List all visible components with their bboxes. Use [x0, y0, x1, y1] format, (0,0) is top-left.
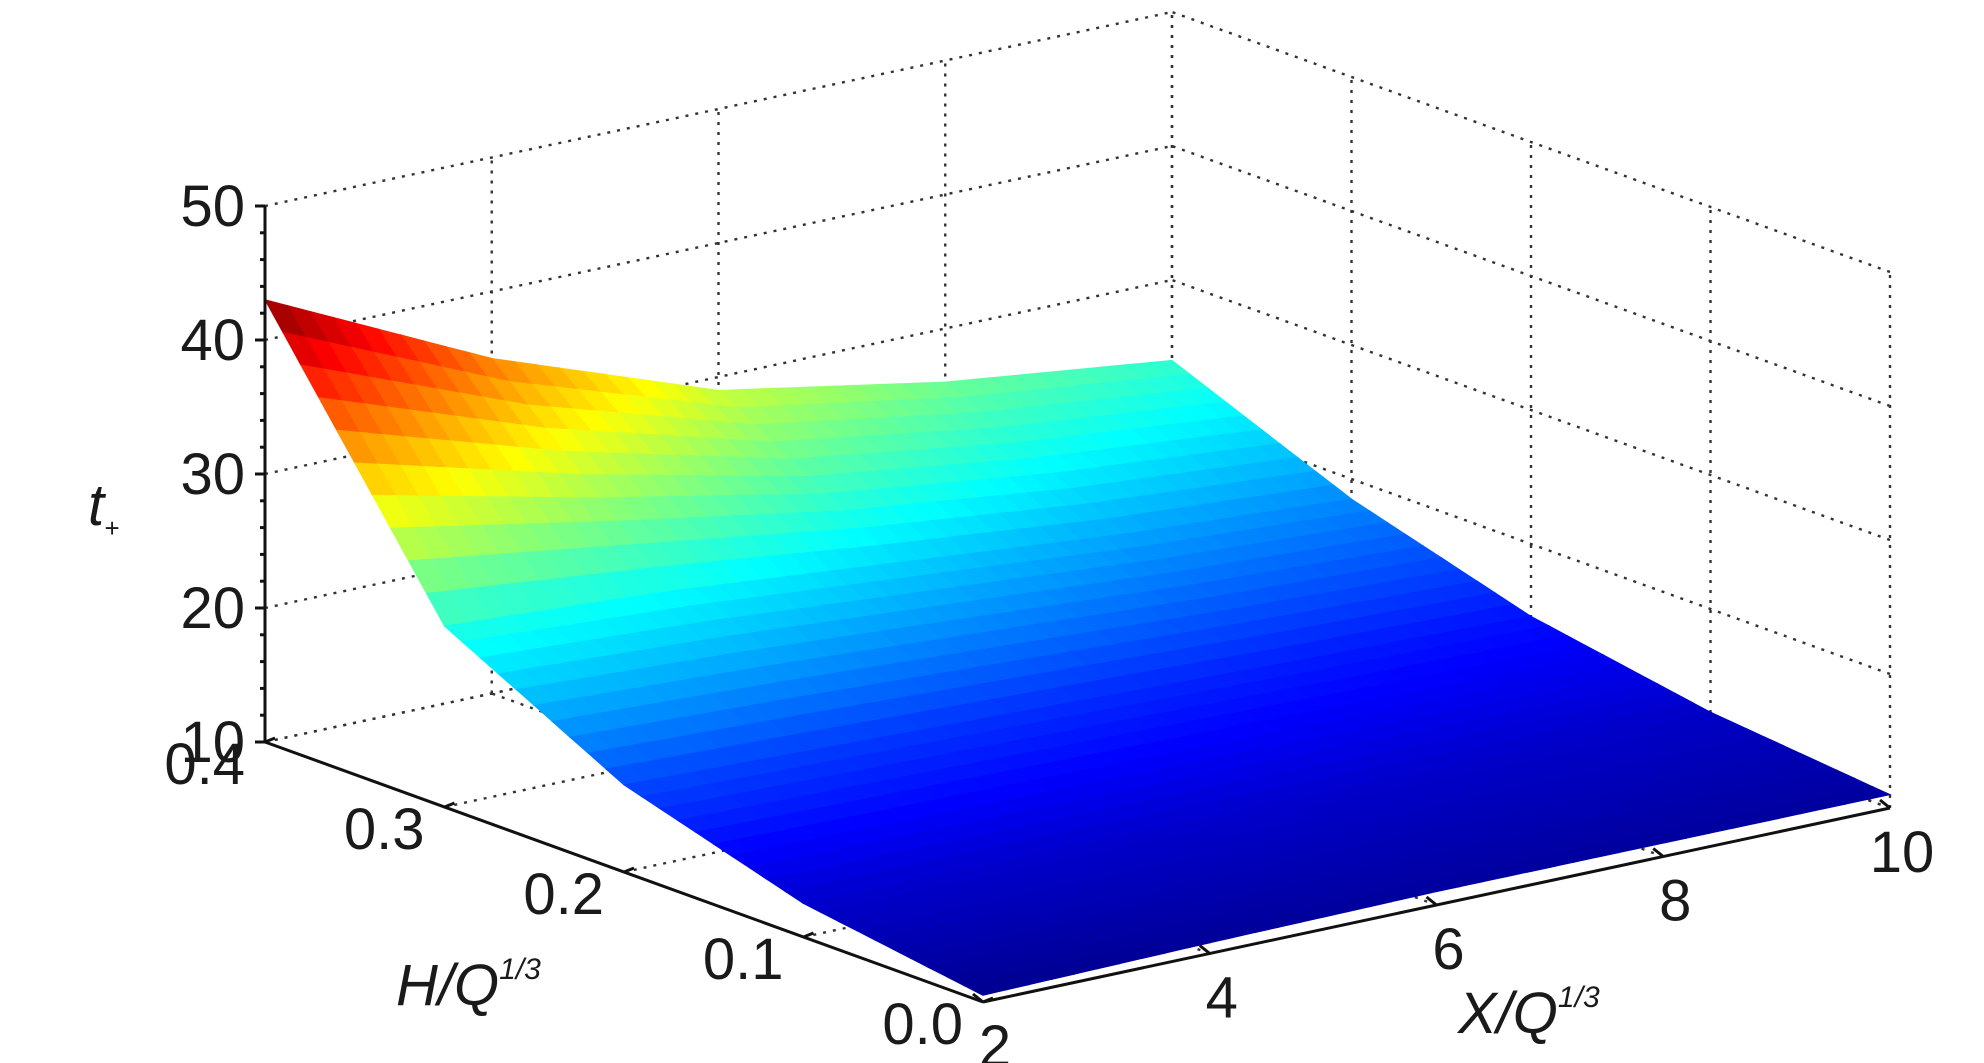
y-tick-mark — [264, 736, 276, 744]
y-tick-mark — [982, 996, 994, 1004]
grid-back-z-4 — [264, 10, 1173, 208]
z-tick-label: 40 — [180, 308, 245, 373]
tick-labels: 10 20 30 40 50 2 4 6 8 10 0.0 0.1 0.2 0.3 0.4 — [164, 174, 1934, 1063]
y-axis-title: H/Q1/3 — [396, 953, 541, 1018]
z-tick-label: 20 — [180, 576, 245, 641]
grid-back-z-2 — [264, 278, 1173, 476]
surface-plot — [264, 299, 1892, 996]
x-axis-title: X/Q1/3 — [1456, 981, 1600, 1046]
z-axis-title: t+ — [88, 473, 119, 543]
chart-axes — [255, 204, 1891, 1004]
y-tick-mark — [443, 801, 456, 809]
grid-side-z-4 — [1171, 10, 1891, 274]
y-tick-label: 0.0 — [882, 992, 963, 1057]
grid-back-z-3 — [264, 144, 1173, 342]
surface-cell — [963, 980, 1008, 996]
x-tick-mark — [1425, 895, 1438, 907]
x-tick-label: 4 — [1206, 966, 1238, 1031]
x-tick-label: 2 — [979, 1014, 1011, 1063]
x-tick-label: 10 — [1870, 820, 1935, 885]
y-tick-mark — [623, 866, 635, 874]
x-tick-mark — [1652, 847, 1665, 858]
y-tick-label: 0.2 — [523, 862, 604, 927]
y-tick-label: 0.1 — [703, 927, 784, 992]
y-tick-mark — [802, 931, 815, 939]
z-tick-label: 50 — [180, 174, 245, 239]
x-tick-mark — [1879, 798, 1891, 810]
x-tick-mark — [1198, 944, 1211, 955]
x-tick-label: 6 — [1432, 917, 1464, 982]
x-tick-label: 8 — [1659, 869, 1691, 934]
grid-side-z-3 — [1171, 144, 1891, 408]
grid-side-z-2 — [1171, 278, 1891, 542]
z-tick-label: 30 — [180, 442, 245, 507]
z-tick-label: 10 — [180, 710, 245, 775]
y-tick-label: 0.4 — [164, 732, 245, 797]
x-tick-mark — [972, 992, 984, 1004]
y-tick-label: 0.3 — [344, 797, 425, 862]
grid-side-z-1 — [1171, 412, 1891, 676]
